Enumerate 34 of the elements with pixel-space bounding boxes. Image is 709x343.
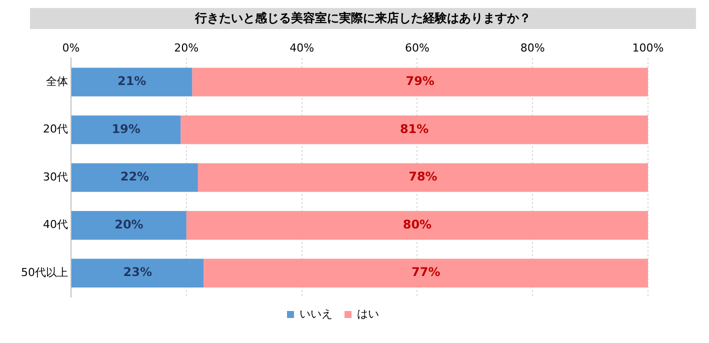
bar (71, 258, 204, 288)
bar (71, 68, 192, 96)
y-tick-label: 20代 (42, 122, 68, 136)
bar (180, 116, 648, 144)
data-label: 80% (402, 217, 432, 232)
y-tick-label: 全体 (46, 74, 68, 88)
chart-title: 行きたいと感じる美容室に実際に来店した経験はありますか？ (30, 8, 696, 29)
bar (192, 68, 648, 96)
bar (71, 163, 198, 192)
data-label: 79% (406, 74, 434, 88)
x-tick-label: 80% (520, 41, 545, 54)
data-label: 21% (117, 74, 146, 88)
data-label: 78% (408, 170, 438, 184)
x-tick-label: 60% (404, 41, 430, 54)
data-label: 19% (112, 122, 140, 136)
legend-label: はい (357, 307, 379, 320)
x-tick-label: 40% (290, 41, 314, 54)
bar (71, 116, 181, 144)
y-tick-label: 30代 (42, 170, 68, 184)
y-tick-label: 40代 (42, 218, 68, 232)
data-label: 20% (114, 217, 144, 232)
bar (71, 211, 186, 240)
data-label: 22% (120, 170, 150, 184)
data-label: 77% (411, 265, 440, 280)
legend-label: いいえ (300, 307, 332, 320)
bar (198, 163, 648, 192)
y-tick-label: 50代以上 (20, 266, 68, 279)
x-tick-label: 0% (62, 41, 80, 54)
data-label: 23% (123, 265, 152, 280)
bar (186, 211, 648, 240)
x-tick-label: 100% (632, 41, 664, 54)
bar (204, 258, 648, 288)
x-tick-label: 20% (174, 41, 199, 54)
data-label: 81% (400, 122, 429, 136)
